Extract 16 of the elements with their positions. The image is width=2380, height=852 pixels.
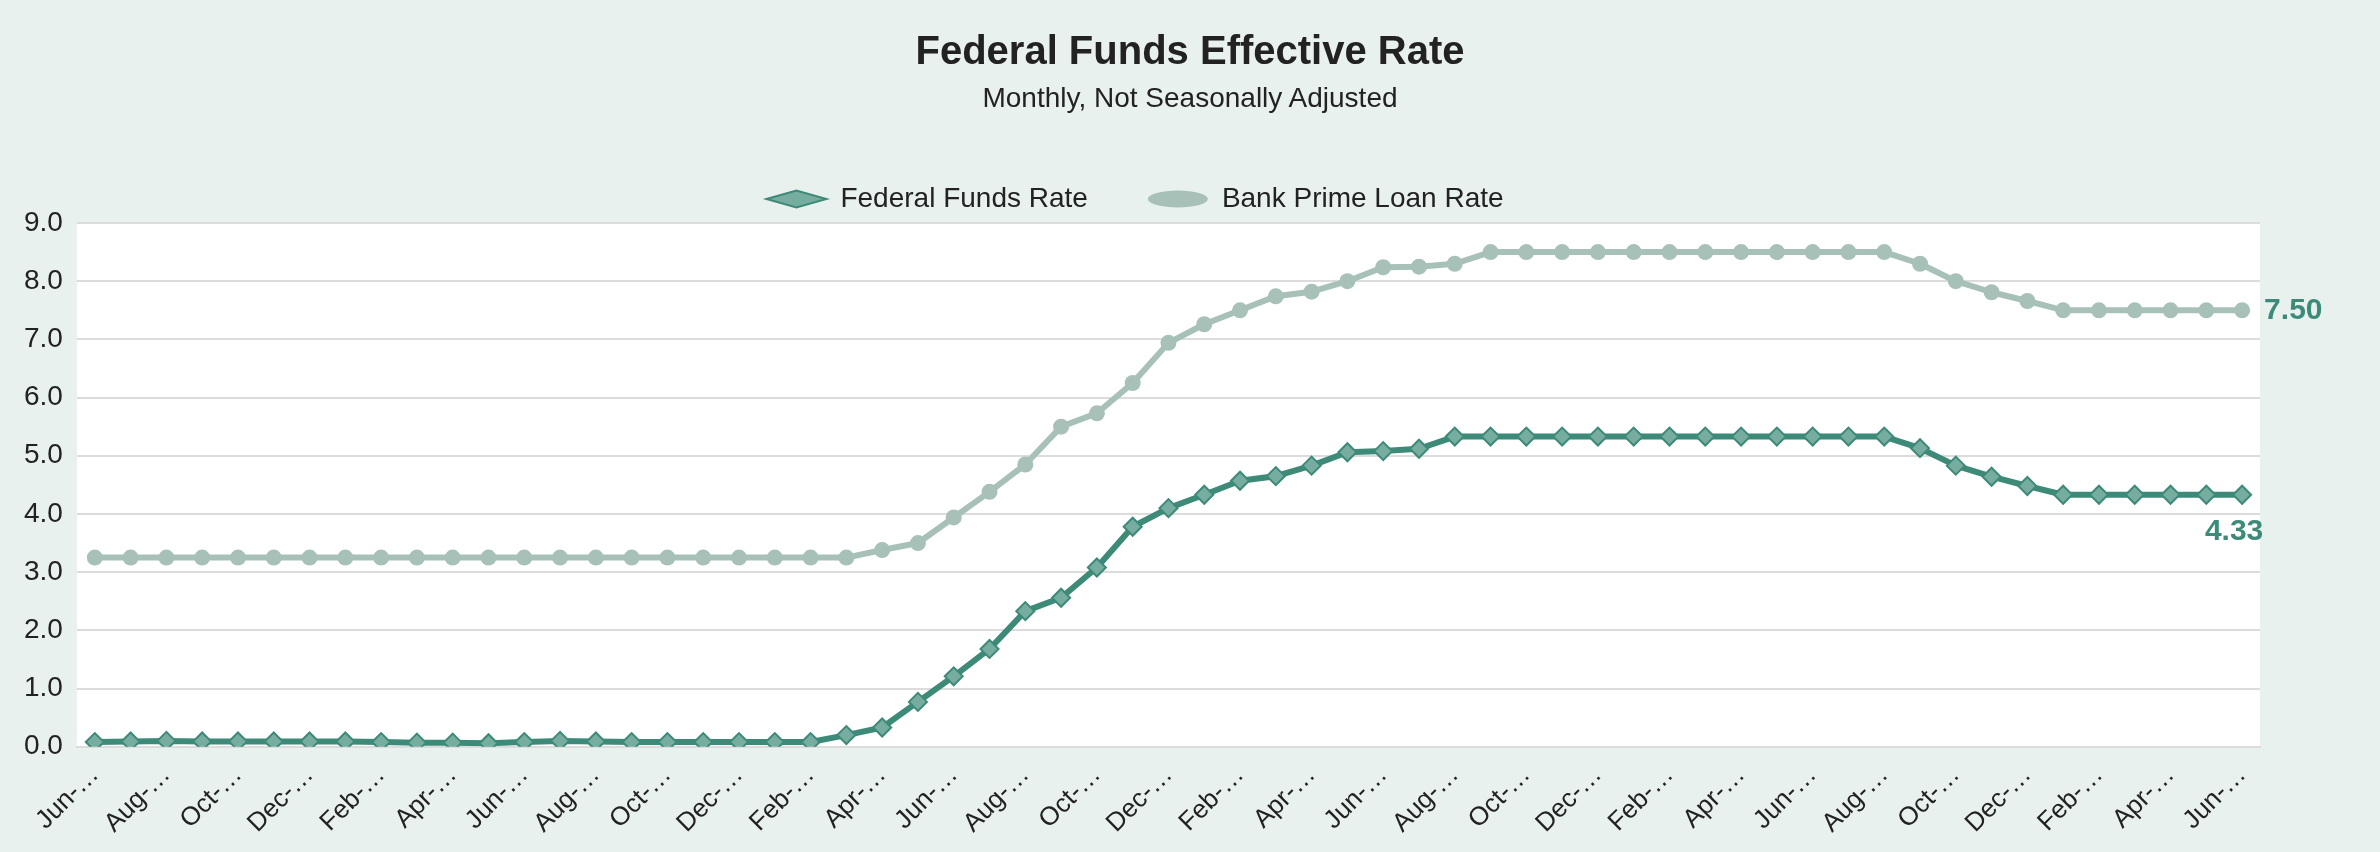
chart-subtitle: Monthly, Not Seasonally Adjusted	[981, 82, 1399, 114]
data-label: 4.33	[2204, 513, 2264, 547]
data-label: 7.50	[2264, 291, 2323, 325]
y-tick-label: 4.0	[23, 496, 63, 528]
y-tick-label: 9.0	[23, 205, 63, 237]
legend-label: Bank Prime Loan Rate	[1221, 181, 1504, 213]
y-tick-label: 5.0	[23, 438, 63, 470]
legend-label: Federal Funds Rate	[840, 181, 1088, 213]
y-tick-label: 6.0	[23, 380, 63, 412]
y-tick-label: 7.0	[23, 322, 63, 354]
y-tick-label: 1.0	[23, 671, 63, 703]
y-tick-label: 2.0	[23, 613, 63, 645]
chart-title: Federal Funds Effective Rate	[914, 28, 1466, 73]
y-tick-label: 8.0	[23, 263, 63, 295]
y-tick-label: 3.0	[23, 554, 63, 586]
y-tick-label: 0.0	[23, 729, 63, 761]
